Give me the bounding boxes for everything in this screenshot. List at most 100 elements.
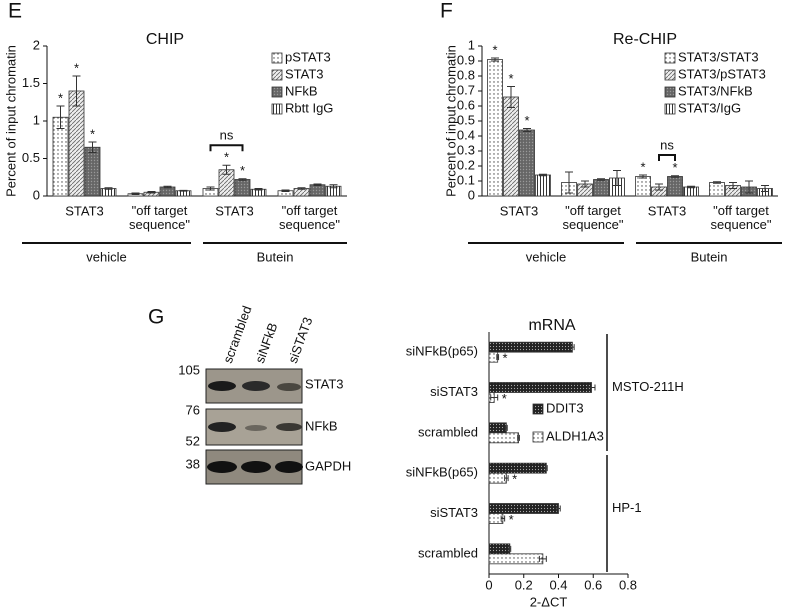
legend-swatch [664,69,676,81]
x-axis-label: 2-ΔCT [530,594,568,607]
bar [519,129,535,197]
chart-title: CHIP [146,31,184,48]
bar [709,182,725,197]
legend-label: Rbtt IgG [285,100,333,115]
error-bar [88,141,97,153]
protein-label: STAT3 [305,376,344,391]
significance: * [672,160,677,175]
error-bar [179,189,188,192]
error-bar [565,171,573,194]
error-bar [490,394,499,401]
error-bar [539,173,547,177]
error-bar [761,185,769,192]
bar [683,186,699,197]
marker-label: 76 [186,402,200,417]
bracket-label: ns [660,137,674,152]
y-tick-label: 0.7 [457,82,475,97]
error-bar [507,86,515,108]
y-tick-label: 0 [33,187,40,202]
error-bar [613,170,621,186]
bar [52,116,69,197]
significance: * [74,60,79,75]
band [241,461,271,473]
legend-label: STAT3 [285,66,324,81]
western-blot: G scrambled siNFkB siSTAT3 105 76 52 38 … [148,304,351,485]
error-bar [147,191,156,194]
bracket [658,154,676,161]
legend-swatch [532,431,544,443]
y-tick-label: 2 [33,37,40,52]
error-bar [297,187,306,190]
y-tick-label: 1.5 [22,75,40,90]
x-tick-label: "off target sequence" [279,203,340,232]
error-bar [570,344,575,351]
bar [535,174,551,197]
band [242,381,270,391]
error-bar [131,192,140,195]
x-tick-label: 0.4 [549,577,567,592]
legend-label: STAT3/STAT3 [678,49,759,64]
bar [488,543,511,555]
bar [68,90,85,197]
legend-label: NFkB [285,83,318,98]
error-bar [500,515,506,522]
band [276,423,302,431]
y-tick-label: 1 [468,37,475,52]
error-bar [655,183,663,191]
marker-label: 38 [186,456,200,471]
legend-swatch [532,403,544,415]
y-tick-label: scrambled [418,424,478,439]
error-bar [538,555,547,562]
y-axis-label: Percent of input chromatin [443,45,458,197]
band [277,383,301,391]
group-label: vehicle [86,249,126,264]
y-axis-label: Percent of input chromatin [3,45,18,197]
legend-swatch [664,86,676,98]
significance: * [640,159,645,174]
group-label: HP-1 [612,500,642,515]
x-tick-label: "off target sequence" [711,203,772,232]
bracket-label: ns [220,128,234,143]
legend-label: STAT3/IgG [678,100,741,115]
error-bar [639,174,647,179]
y-tick-label: 0.6 [457,97,475,112]
bar [503,96,519,197]
y-tick-label: 0.2 [457,157,475,172]
panel-label: E [8,0,22,23]
chart-title: Re-CHIP [613,31,677,48]
x-tick-label: 0.6 [584,577,602,592]
bar [593,179,609,197]
error-bar [206,186,215,191]
band [207,461,237,473]
error-bar [313,183,322,186]
significance: * [58,90,63,105]
y-tick-label: siNFkB(p65) [406,344,478,359]
significance: * [492,42,497,57]
protein-label: NFkB [305,418,338,433]
error-bar [517,434,520,441]
protein-label: GAPDH [305,458,351,473]
error-bar [104,187,113,190]
bar [488,341,573,353]
legend-label: pSTAT3 [285,49,331,64]
y-tick-label: 0 [468,187,475,202]
error-bar [597,178,605,181]
error-bar [238,178,247,181]
error-bar [745,180,753,194]
error-bar [504,475,509,482]
legend-label: ALDH1A3 [546,428,604,443]
significance: * [524,113,529,128]
x-tick-label: 0 [485,577,492,592]
x-tick-label: STAT3 [65,203,104,218]
y-tick-label: 0.5 [457,112,475,127]
error-bar [281,189,290,192]
group-label: MSTO-211H [612,379,684,394]
bar [487,59,503,197]
legend-swatch [271,103,283,115]
error-bar [254,188,263,191]
x-tick-label: "off target sequence" [563,203,624,232]
legend-swatch [271,86,283,98]
x-tick-label: STAT3 [500,203,539,218]
error-bar [329,184,338,189]
error-bar [508,545,512,552]
